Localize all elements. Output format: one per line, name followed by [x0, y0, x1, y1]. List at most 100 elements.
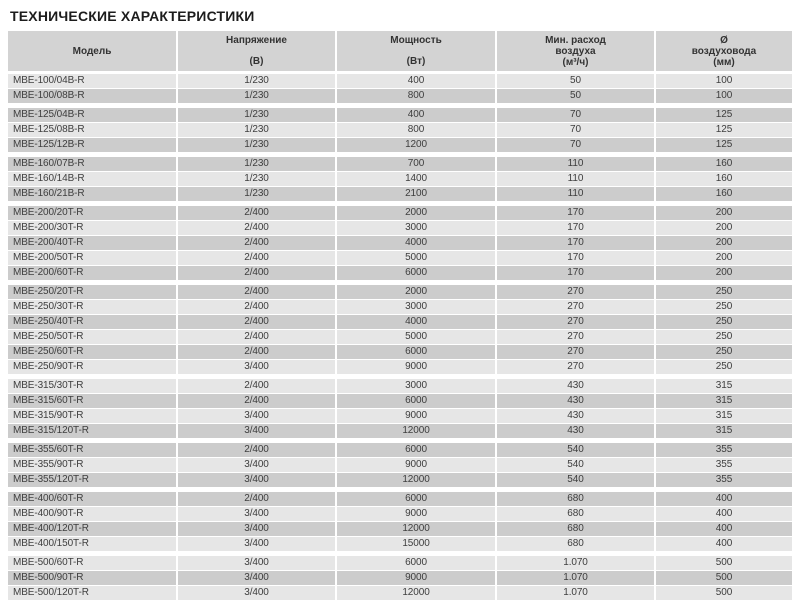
cell-power: 9000	[337, 409, 495, 423]
cell-diameter: 400	[656, 537, 792, 551]
cell-power: 6000	[337, 443, 495, 457]
cell-power: 6000	[337, 394, 495, 408]
cell-power: 9000	[337, 507, 495, 521]
cell-model: MBE-500/90T-R	[8, 571, 176, 585]
cell-airflow: 270	[497, 315, 654, 329]
header-cell-diameter: Ø воздуховода (мм)	[656, 31, 792, 71]
cell-voltage: 2/400	[178, 266, 335, 280]
header-cell-voltage: Напряжение (В)	[178, 31, 335, 71]
table-row: MBE-500/90T-R 3/400 9000 1.070 500	[8, 571, 792, 585]
cell-power: 800	[337, 89, 495, 103]
cell-diameter: 250	[656, 330, 792, 344]
table-row: MBE-500/60T-R 3/400 6000 1.070 500	[8, 556, 792, 570]
cell-model: MBE-500/60T-R	[8, 556, 176, 570]
cell-voltage: 3/400	[178, 360, 335, 374]
cell-diameter: 500	[656, 571, 792, 585]
table-row: MBE-100/08B-R 1/230 800 50 100	[8, 89, 792, 103]
cell-airflow: 1.070	[497, 556, 654, 570]
cell-diameter: 400	[656, 507, 792, 521]
group-separator	[8, 104, 792, 108]
cell-power: 3000	[337, 379, 495, 393]
table-row: MBE-355/120T-R 3/400 12000 540 355	[8, 473, 792, 487]
cell-diameter: 200	[656, 266, 792, 280]
table-row: MBE-125/04B-R 1/230 400 70 125	[8, 108, 792, 122]
cell-airflow: 430	[497, 394, 654, 408]
cell-diameter: 200	[656, 221, 792, 235]
cell-diameter: 315	[656, 394, 792, 408]
header-unit: (м³/ч)	[562, 57, 589, 68]
cell-voltage: 3/400	[178, 571, 335, 585]
cell-voltage: 2/400	[178, 443, 335, 457]
cell-diameter: 160	[656, 172, 792, 186]
cell-model: MBE-200/40T-R	[8, 236, 176, 250]
group-separator	[8, 281, 792, 285]
table-row: MBE-200/50T-R 2/400 5000 170 200	[8, 251, 792, 265]
cell-power: 400	[337, 74, 495, 88]
cell-power: 800	[337, 123, 495, 137]
cell-model: MBE-250/20T-R	[8, 285, 176, 299]
cell-voltage: 2/400	[178, 492, 335, 506]
header-cell-power: Мощность (Вт)	[337, 31, 495, 71]
header-label: Мин. расход воздуха	[545, 35, 606, 57]
cell-voltage: 1/230	[178, 123, 335, 137]
table-row: MBE-400/150T-R 3/400 15000 680 400	[8, 537, 792, 551]
page-title: ТЕХНИЧЕСКИЕ ХАРАКТЕРИСТИКИ	[10, 8, 255, 24]
cell-model: MBE-250/90T-R	[8, 360, 176, 374]
cell-voltage: 2/400	[178, 345, 335, 359]
cell-diameter: 160	[656, 187, 792, 201]
cell-power: 1400	[337, 172, 495, 186]
table-row: MBE-160/21B-R 1/230 2100 110 160	[8, 187, 792, 201]
table-row: MBE-160/14B-R 1/230 1400 110 160	[8, 172, 792, 186]
table-row: MBE-250/90T-R 3/400 9000 270 250	[8, 360, 792, 374]
cell-airflow: 540	[497, 443, 654, 457]
cell-voltage: 3/400	[178, 522, 335, 536]
cell-airflow: 680	[497, 507, 654, 521]
cell-diameter: 125	[656, 138, 792, 152]
cell-diameter: 100	[656, 74, 792, 88]
table-header: Модель Напряжение (В) Мощность (Вт) Мин.…	[8, 31, 792, 71]
cell-power: 9000	[337, 458, 495, 472]
cell-airflow: 430	[497, 424, 654, 438]
cell-model: MBE-125/04B-R	[8, 108, 176, 122]
table-body: MBE-100/04B-R 1/230 400 50 100 MBE-100/08B-R 1…	[8, 74, 792, 600]
cell-model: MBE-200/20T-R	[8, 206, 176, 220]
cell-voltage: 3/400	[178, 507, 335, 521]
cell-voltage: 1/230	[178, 187, 335, 201]
group-separator	[8, 375, 792, 379]
cell-diameter: 400	[656, 522, 792, 536]
cell-model: MBE-315/30T-R	[8, 379, 176, 393]
cell-power: 6000	[337, 266, 495, 280]
cell-diameter: 250	[656, 360, 792, 374]
cell-model: MBE-125/12B-R	[8, 138, 176, 152]
cell-airflow: 270	[497, 360, 654, 374]
cell-diameter: 160	[656, 157, 792, 171]
header-label: Мощность	[390, 35, 442, 46]
table-row: MBE-250/20T-R 2/400 2000 270 250	[8, 285, 792, 299]
header-unit: (В)	[249, 56, 264, 67]
cell-power: 12000	[337, 586, 495, 600]
cell-voltage: 2/400	[178, 315, 335, 329]
cell-model: MBE-100/04B-R	[8, 74, 176, 88]
cell-model: MBE-160/07B-R	[8, 157, 176, 171]
cell-airflow: 170	[497, 206, 654, 220]
cell-diameter: 250	[656, 345, 792, 359]
cell-power: 4000	[337, 236, 495, 250]
cell-diameter: 200	[656, 206, 792, 220]
cell-airflow: 1.070	[497, 571, 654, 585]
cell-voltage: 2/400	[178, 251, 335, 265]
cell-model: MBE-200/60T-R	[8, 266, 176, 280]
cell-voltage: 3/400	[178, 424, 335, 438]
cell-voltage: 3/400	[178, 556, 335, 570]
table-row: MBE-200/60T-R 2/400 6000 170 200	[8, 266, 792, 280]
cell-airflow: 110	[497, 172, 654, 186]
cell-power: 2000	[337, 206, 495, 220]
table-row: MBE-250/40T-R 2/400 4000 270 250	[8, 315, 792, 329]
cell-airflow: 170	[497, 221, 654, 235]
cell-model: MBE-125/08B-R	[8, 123, 176, 137]
cell-voltage: 2/400	[178, 300, 335, 314]
table-row: MBE-315/60T-R 2/400 6000 430 315	[8, 394, 792, 408]
cell-voltage: 2/400	[178, 394, 335, 408]
cell-power: 12000	[337, 424, 495, 438]
cell-diameter: 355	[656, 458, 792, 472]
cell-model: MBE-400/120T-R	[8, 522, 176, 536]
